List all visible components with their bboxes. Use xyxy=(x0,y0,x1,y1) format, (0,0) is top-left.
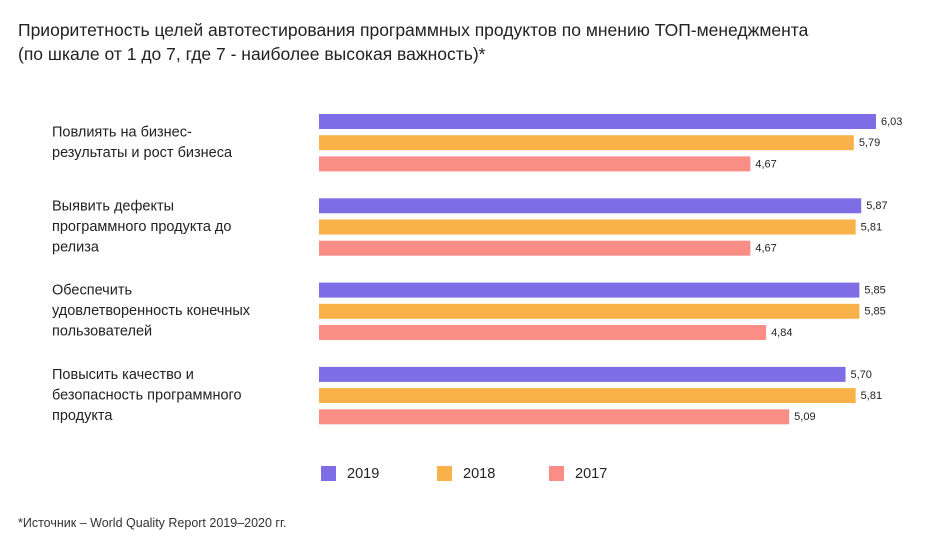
legend-swatch-2019 xyxy=(321,466,336,481)
chart-title-line-2: (по шкале от 1 до 7, где 7 - наиболее вы… xyxy=(18,44,486,64)
bar-2017 xyxy=(319,240,751,256)
bar-2017 xyxy=(319,409,790,425)
bar-chart: Повлиять на бизнес-результаты и рост биз… xyxy=(52,114,902,482)
bar-2018 xyxy=(319,388,856,404)
category-label: пользователей xyxy=(52,324,152,340)
chart-title: Приоритетность целей автотестирования пр… xyxy=(18,18,808,66)
category-label: безопасность программного xyxy=(52,387,242,403)
legend-swatch-2018 xyxy=(437,466,452,481)
legend-swatch-2017 xyxy=(549,466,564,481)
bar-2018 xyxy=(319,135,854,151)
category-label: удовлетворенность конечных xyxy=(52,303,251,319)
data-label: 5,79 xyxy=(859,137,880,149)
legend-label-2017: 2017 xyxy=(575,466,607,482)
category-label: результаты и рост бизнеса xyxy=(52,145,233,161)
data-label: 4,84 xyxy=(771,327,792,339)
bar-2018 xyxy=(319,219,856,235)
data-label: 5,85 xyxy=(864,306,885,318)
bar-2017 xyxy=(319,156,751,172)
bar-2018 xyxy=(319,303,860,319)
bar-2019 xyxy=(319,114,876,129)
chart-title-line-1: Приоритетность целей автотестирования пр… xyxy=(18,20,809,40)
data-label: 5,81 xyxy=(861,390,882,402)
data-label: 5,87 xyxy=(866,200,887,212)
legend-label-2018: 2018 xyxy=(463,466,495,482)
data-label: 6,03 xyxy=(881,116,902,128)
bar-2019 xyxy=(319,282,860,298)
category-label: Обеспечить xyxy=(52,283,132,299)
data-label: 5,70 xyxy=(851,369,872,381)
category-label: Повлиять на бизнес- xyxy=(52,124,192,140)
bar-2019 xyxy=(319,198,862,214)
category-label: релиза xyxy=(52,239,100,255)
category-label: Выявить дефекты xyxy=(52,198,174,214)
data-label: 5,81 xyxy=(861,221,882,233)
bar-2019 xyxy=(319,366,846,382)
legend-label-2019: 2019 xyxy=(347,466,379,482)
category-label: Повысить качество и xyxy=(52,367,194,383)
source-note: *Источник – World Quality Report 2019–20… xyxy=(18,516,287,530)
data-label: 5,85 xyxy=(864,285,885,297)
bar-2017 xyxy=(319,325,767,340)
category-label: программного продукта до xyxy=(52,219,231,235)
data-label: 4,67 xyxy=(755,243,776,255)
data-label: 4,67 xyxy=(755,158,776,170)
category-label: продукта xyxy=(52,408,113,424)
data-label: 5,09 xyxy=(794,411,815,423)
